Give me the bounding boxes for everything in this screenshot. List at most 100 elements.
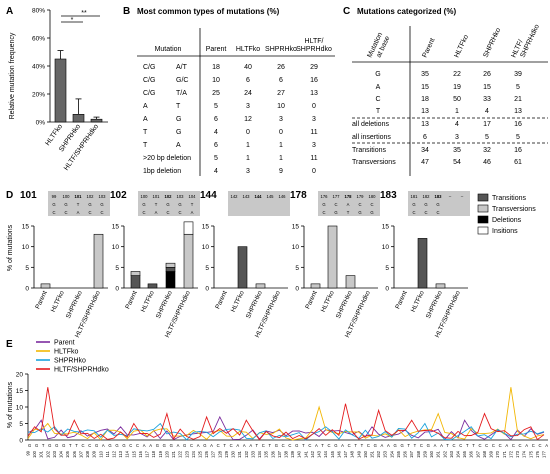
b-cell: 40 <box>244 64 252 71</box>
e-position-label: 171 <box>502 450 507 458</box>
e-position-label: 153 <box>383 450 388 458</box>
e-position-label: 146 <box>336 450 341 458</box>
d-legend-label: Transitions <box>492 195 526 202</box>
a-ytick-label: 60% <box>32 36 45 43</box>
c-cell: 15 <box>483 84 491 91</box>
e-position-label: 128 <box>217 450 222 458</box>
c-cell: 47 <box>421 159 429 166</box>
d-seq-base: C <box>358 202 361 207</box>
d-seq-box <box>138 191 200 216</box>
d-seq-position: 143 <box>243 194 251 199</box>
d-bar-transversions <box>435 283 446 289</box>
c-cell: 32 <box>483 147 491 154</box>
a-ytick-label: 80% <box>32 8 45 15</box>
e-position-label: 143 <box>317 450 322 458</box>
e-position-label: 174 <box>522 450 527 458</box>
e-series-line <box>27 387 545 441</box>
d-ytick-label: 0 <box>295 286 299 293</box>
d-bar-insitions <box>183 221 194 235</box>
a-ytick-label: 40% <box>32 64 45 71</box>
b-row-to: G <box>176 129 181 136</box>
c-cell: 46 <box>483 159 491 166</box>
e-position-label: 155 <box>396 450 401 458</box>
e-position-label: 101 <box>39 450 44 458</box>
b-row-label: 1bp deletion <box>143 168 181 175</box>
d-chart-label: 183 <box>380 190 397 201</box>
c-cell: 3 <box>455 134 459 141</box>
panel-e-letter: E <box>6 339 13 350</box>
a-x-label: HLTF/SHPRHdko <box>63 123 100 172</box>
b-cell: 9 <box>279 168 283 175</box>
d-chart: 144 142 143 144 145 146 0 5 10 15 Parent HLTFko SHPR… <box>200 190 290 339</box>
d-seq-comp: C <box>52 210 55 215</box>
e-position-label: 175 <box>528 450 533 458</box>
b-cell: 27 <box>277 90 285 97</box>
d-seq-position: 100 <box>63 194 71 199</box>
d-bar-transversions <box>255 283 266 289</box>
d-seq-comp: C <box>436 210 439 215</box>
e-position-label: 105 <box>65 450 70 458</box>
d-x-label: HLTFko <box>320 290 336 314</box>
e-position-label: 102 <box>45 450 50 458</box>
d-seq-base: G <box>322 202 325 207</box>
d-chart: 102 100GC101TA102GC103GC104TA051015Parent… <box>110 190 200 339</box>
panel-c-letter: C <box>343 6 350 17</box>
d-ytick-label: 15 <box>382 224 390 231</box>
e-position-label: 159 <box>422 450 427 458</box>
d-seq-base: G <box>88 202 91 207</box>
d-x-label: Parent <box>214 290 229 310</box>
e-position-label: 123 <box>184 450 189 458</box>
d-seq-position: 102 <box>165 194 173 199</box>
c-cell: 61 <box>514 159 522 166</box>
e-position-label: 116 <box>138 450 143 457</box>
c-cell: 54 <box>453 159 461 166</box>
e-series-line <box>27 387 545 441</box>
e-position-label: 120 <box>164 450 169 458</box>
c-row-label: G <box>375 71 380 78</box>
b-row-from: T <box>143 129 148 136</box>
d-bar-transitions <box>130 275 141 289</box>
d-ytick-label: 15 <box>202 224 210 231</box>
c-cell: 5 <box>485 134 489 141</box>
b-cell: 0 <box>279 129 283 136</box>
d-bar-transitions <box>417 238 428 289</box>
e-position-label: 135 <box>264 450 269 458</box>
d-bar-transversions <box>327 225 338 289</box>
d-seq-comp: C <box>424 210 427 215</box>
b-cell: 1 <box>279 142 283 149</box>
b-cell: 1 <box>279 155 283 162</box>
b-row-to: A <box>176 142 181 149</box>
a-bar <box>54 58 67 123</box>
d-legend-swatch <box>477 193 489 202</box>
e-legend-label: HLTF/SHPRHdko <box>54 367 109 374</box>
e-position-label: 137 <box>277 450 282 458</box>
b-cell: 13 <box>310 90 318 97</box>
e-position-label: 154 <box>389 450 394 458</box>
d-ytick-label: 10 <box>382 244 390 251</box>
d-x-label: HLTFko <box>140 290 156 314</box>
d-legend-label: Transversions <box>492 206 536 213</box>
a-ytick-label: 0% <box>36 120 46 127</box>
b-row-from: T <box>143 142 148 149</box>
d-ytick-label: 0 <box>385 286 389 293</box>
panel-d-ylabel: % of mutations <box>7 224 14 271</box>
b-cell: 26 <box>277 64 285 71</box>
c-cell: 4 <box>455 121 459 128</box>
d-ytick-label: 0 <box>25 286 29 293</box>
b-row-from: A <box>143 103 148 110</box>
panel-a-ylabel: Relative mutation frequency <box>9 32 16 119</box>
b-cell: 3 <box>246 168 250 175</box>
b-row-from: A <box>143 116 148 123</box>
c-row-label: all insertions <box>352 134 391 141</box>
d-seq-base: G <box>424 202 427 207</box>
d-bar-transitions <box>237 246 248 289</box>
d-ytick-label: 15 <box>292 224 300 231</box>
e-position-label: 157 <box>409 450 414 458</box>
b-row-to: T/A <box>176 90 187 97</box>
c-row-label: Transitions <box>352 147 386 154</box>
e-ytick-label: 5 <box>19 421 23 428</box>
c-cell: 33 <box>483 96 491 103</box>
d-seq-position: 176 <box>321 194 329 199</box>
e-position-label: 147 <box>343 450 348 458</box>
